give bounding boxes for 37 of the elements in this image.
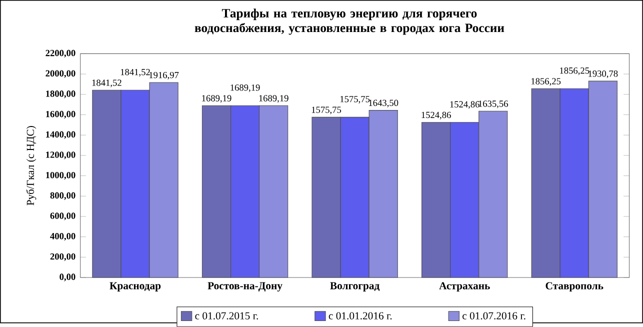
data-label: 1930,78	[588, 70, 618, 78]
y-tick-label: 600,00	[50, 212, 76, 220]
chart-title: Тарифы на тепловую энергию для горячего водоснабжения, установленные в городах юга России	[194, 8, 504, 35]
y-tick-label: 1000,00	[46, 172, 76, 180]
y-axis-title: Руб/Гкал (с НДС)	[26, 126, 36, 206]
x-tick-label: Ростов-на-Дону	[208, 282, 282, 292]
data-label: 1689,19	[202, 95, 232, 103]
data-label: 1524,86	[450, 101, 480, 109]
y-tick-label: 1400,00	[46, 131, 76, 139]
y-tick-label: 1200,00	[46, 152, 76, 160]
data-label: 1689,19	[230, 84, 260, 92]
data-label: 1524,86	[422, 112, 451, 120]
data-label: 1856,25	[560, 67, 590, 76]
x-tick-label: Краснодар	[110, 282, 161, 292]
x-tick-label: Ставрополь	[546, 282, 604, 292]
y-tick-label: 1800,00	[46, 90, 76, 98]
y-tick-label: 200,00	[50, 253, 76, 262]
data-label: 1841,52	[120, 68, 150, 77]
data-label: 1643,50	[369, 100, 398, 108]
data-label: 1575,75	[340, 96, 370, 104]
y-tick-label: 400,00	[50, 233, 76, 241]
data-label: 1689,19	[259, 95, 288, 103]
y-tick-label: 2000,00	[46, 70, 76, 78]
data-label: 1841,52	[92, 80, 122, 88]
y-tick-label: 2200,00	[46, 50, 76, 58]
y-tick-label: 1600,00	[46, 110, 76, 119]
data-label: 1916,97	[149, 72, 179, 80]
y-tick-label: 0,00	[60, 274, 76, 282]
x-tick-label: Астрахань	[439, 282, 490, 292]
x-tick-label: Волгоград	[330, 282, 380, 292]
data-label: 1856,25	[531, 78, 561, 86]
legend-label: с 01.07.2016 г.	[462, 312, 526, 320]
legend-label: с 01.01.2016 г.	[328, 312, 392, 320]
y-tick-label: 800,00	[50, 192, 76, 200]
legend-label: с 01.07.2015 г.	[195, 312, 258, 320]
data-label: 1575,75	[312, 106, 342, 114]
data-label: 1635,56	[478, 100, 508, 108]
